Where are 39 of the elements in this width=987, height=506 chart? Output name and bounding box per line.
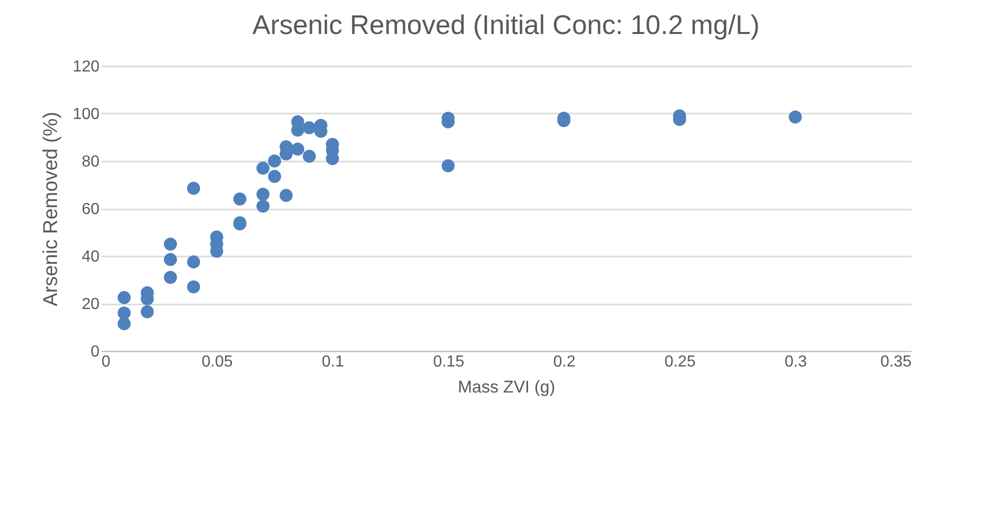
point [788, 110, 802, 124]
x-tick-label: 0.05 [202, 354, 233, 370]
x-tick-label: 0.1 [322, 354, 344, 370]
point [268, 154, 282, 168]
point [118, 317, 131, 330]
point [118, 291, 131, 304]
y-tick-label: 80 [82, 154, 100, 170]
point [140, 305, 154, 318]
y-axis-title: Arsenic Removed (%) [40, 112, 62, 306]
x-tick-label: 0.25 [664, 354, 696, 370]
y-tick-label: 60 [82, 201, 100, 218]
point [302, 121, 316, 134]
x-tick-label: 0.15 [433, 354, 464, 370]
point [268, 170, 282, 183]
point [187, 280, 200, 294]
point [280, 188, 293, 202]
point [302, 150, 316, 163]
point [233, 192, 246, 206]
point [187, 255, 200, 268]
point [256, 162, 270, 175]
y-tick-label: 100 [72, 106, 100, 123]
point [256, 200, 270, 213]
point [164, 253, 177, 266]
point [118, 306, 131, 320]
y-tick-label: 120 [72, 58, 100, 76]
chart-title: Arsenic Removed (Initial Conc: 10.2 mg/L) [252, 10, 760, 40]
y-tick-label: 40 [82, 248, 100, 266]
x-tick-label: 0.2 [553, 354, 576, 370]
point [442, 159, 455, 172]
point [256, 188, 270, 201]
point [164, 270, 177, 284]
point [187, 182, 200, 195]
point [164, 238, 177, 251]
y-tick-label: 20 [82, 296, 100, 313]
point [291, 142, 304, 156]
x-tick-label: 0 [102, 354, 110, 370]
x-tick-label: 0.35 [880, 354, 912, 370]
x-tick-label: 0.3 [784, 354, 808, 370]
x-axis-title: Mass ZVI (g) [458, 378, 556, 396]
